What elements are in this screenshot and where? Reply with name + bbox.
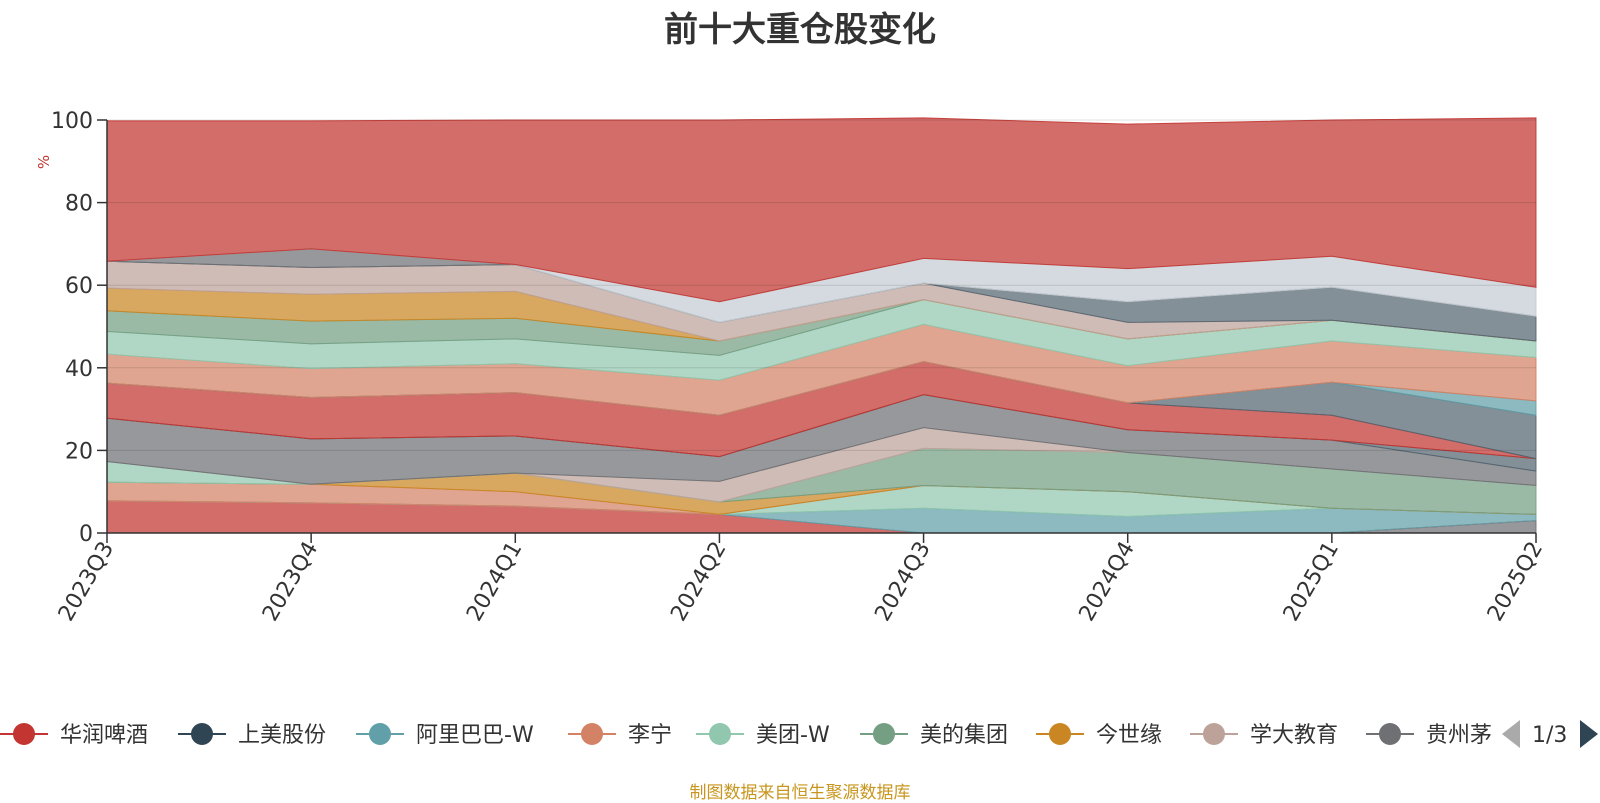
legend-label: 美团-W bbox=[756, 723, 830, 748]
legend-marker-icon bbox=[581, 723, 603, 745]
legend-label: 上美股份 bbox=[238, 723, 326, 748]
legend-label: 李宁 bbox=[628, 723, 672, 748]
y-tick-label: 100 bbox=[51, 109, 93, 134]
x-tick-label: 2025Q1 bbox=[1279, 538, 1344, 626]
legend-marker-icon bbox=[1049, 723, 1071, 745]
legend-marker-icon bbox=[709, 723, 731, 745]
x-tick-label: 2023Q3 bbox=[54, 538, 119, 626]
legend-marker-icon bbox=[369, 723, 391, 745]
x-tick-label: 2024Q2 bbox=[666, 538, 731, 626]
y-tick-label: 40 bbox=[65, 357, 93, 382]
legend-label: 贵州茅 bbox=[1426, 723, 1492, 748]
legend-item[interactable]: 李宁 bbox=[568, 723, 672, 748]
y-tick-label: 60 bbox=[65, 274, 93, 299]
legend-label: 阿里巴巴-W bbox=[416, 723, 534, 748]
x-tick-label: 2024Q4 bbox=[1075, 538, 1140, 626]
legend-label: 今世缘 bbox=[1096, 723, 1162, 748]
legend-item[interactable]: 贵州茅 bbox=[1366, 723, 1492, 748]
x-tick-label: 2024Q3 bbox=[870, 538, 935, 626]
legend: 华润啤酒 上美股份 阿里巴巴-W 李宁 美团-W 美的集团 今世缘 学大教育 贵州茅 1/3 bbox=[0, 720, 1598, 748]
legend-item[interactable]: 今世缘 bbox=[1036, 723, 1162, 748]
chart-title: 前十大重仓股变化 bbox=[664, 10, 936, 50]
source-note: 制图数据来自恒生聚源数据库 bbox=[689, 783, 911, 803]
legend-label: 学大教育 bbox=[1250, 723, 1338, 748]
legend-item[interactable]: 学大教育 bbox=[1190, 723, 1338, 748]
area-series-22 bbox=[106, 117, 1537, 303]
prev-page-icon[interactable] bbox=[1502, 720, 1520, 748]
next-page-icon[interactable] bbox=[1580, 720, 1598, 748]
legend-item[interactable]: 上美股份 bbox=[178, 723, 326, 748]
x-tick-label: 2024Q1 bbox=[462, 538, 527, 626]
legend-marker-icon bbox=[1203, 723, 1225, 745]
x-tick-label: 2023Q4 bbox=[258, 538, 323, 626]
y-tick-label: 20 bbox=[65, 439, 93, 464]
legend-item[interactable]: 美团-W bbox=[696, 723, 830, 748]
legend-label: 华润啤酒 bbox=[60, 723, 148, 748]
legend-item[interactable]: 华润啤酒 bbox=[0, 723, 148, 748]
legend-marker-icon bbox=[13, 723, 35, 745]
y-tick-label: 80 bbox=[65, 192, 93, 217]
areas-layer bbox=[106, 117, 1537, 534]
legend-item[interactable]: 阿里巴巴-W bbox=[356, 723, 534, 748]
legend-page-indicator: 1/3 bbox=[1532, 723, 1567, 748]
legend-label: 美的集团 bbox=[920, 723, 1008, 748]
x-tick-label: 2025Q2 bbox=[1483, 538, 1548, 626]
legend-pager: 1/3 bbox=[1502, 720, 1598, 748]
grid-layer bbox=[107, 119, 1536, 451]
legend-marker-icon bbox=[191, 723, 213, 745]
legend-marker-icon bbox=[873, 723, 895, 745]
y-axis-label: % bbox=[35, 155, 53, 169]
legend-item[interactable]: 美的集团 bbox=[860, 723, 1008, 748]
legend-marker-icon bbox=[1379, 723, 1401, 745]
y-tick-label: 0 bbox=[79, 522, 93, 547]
